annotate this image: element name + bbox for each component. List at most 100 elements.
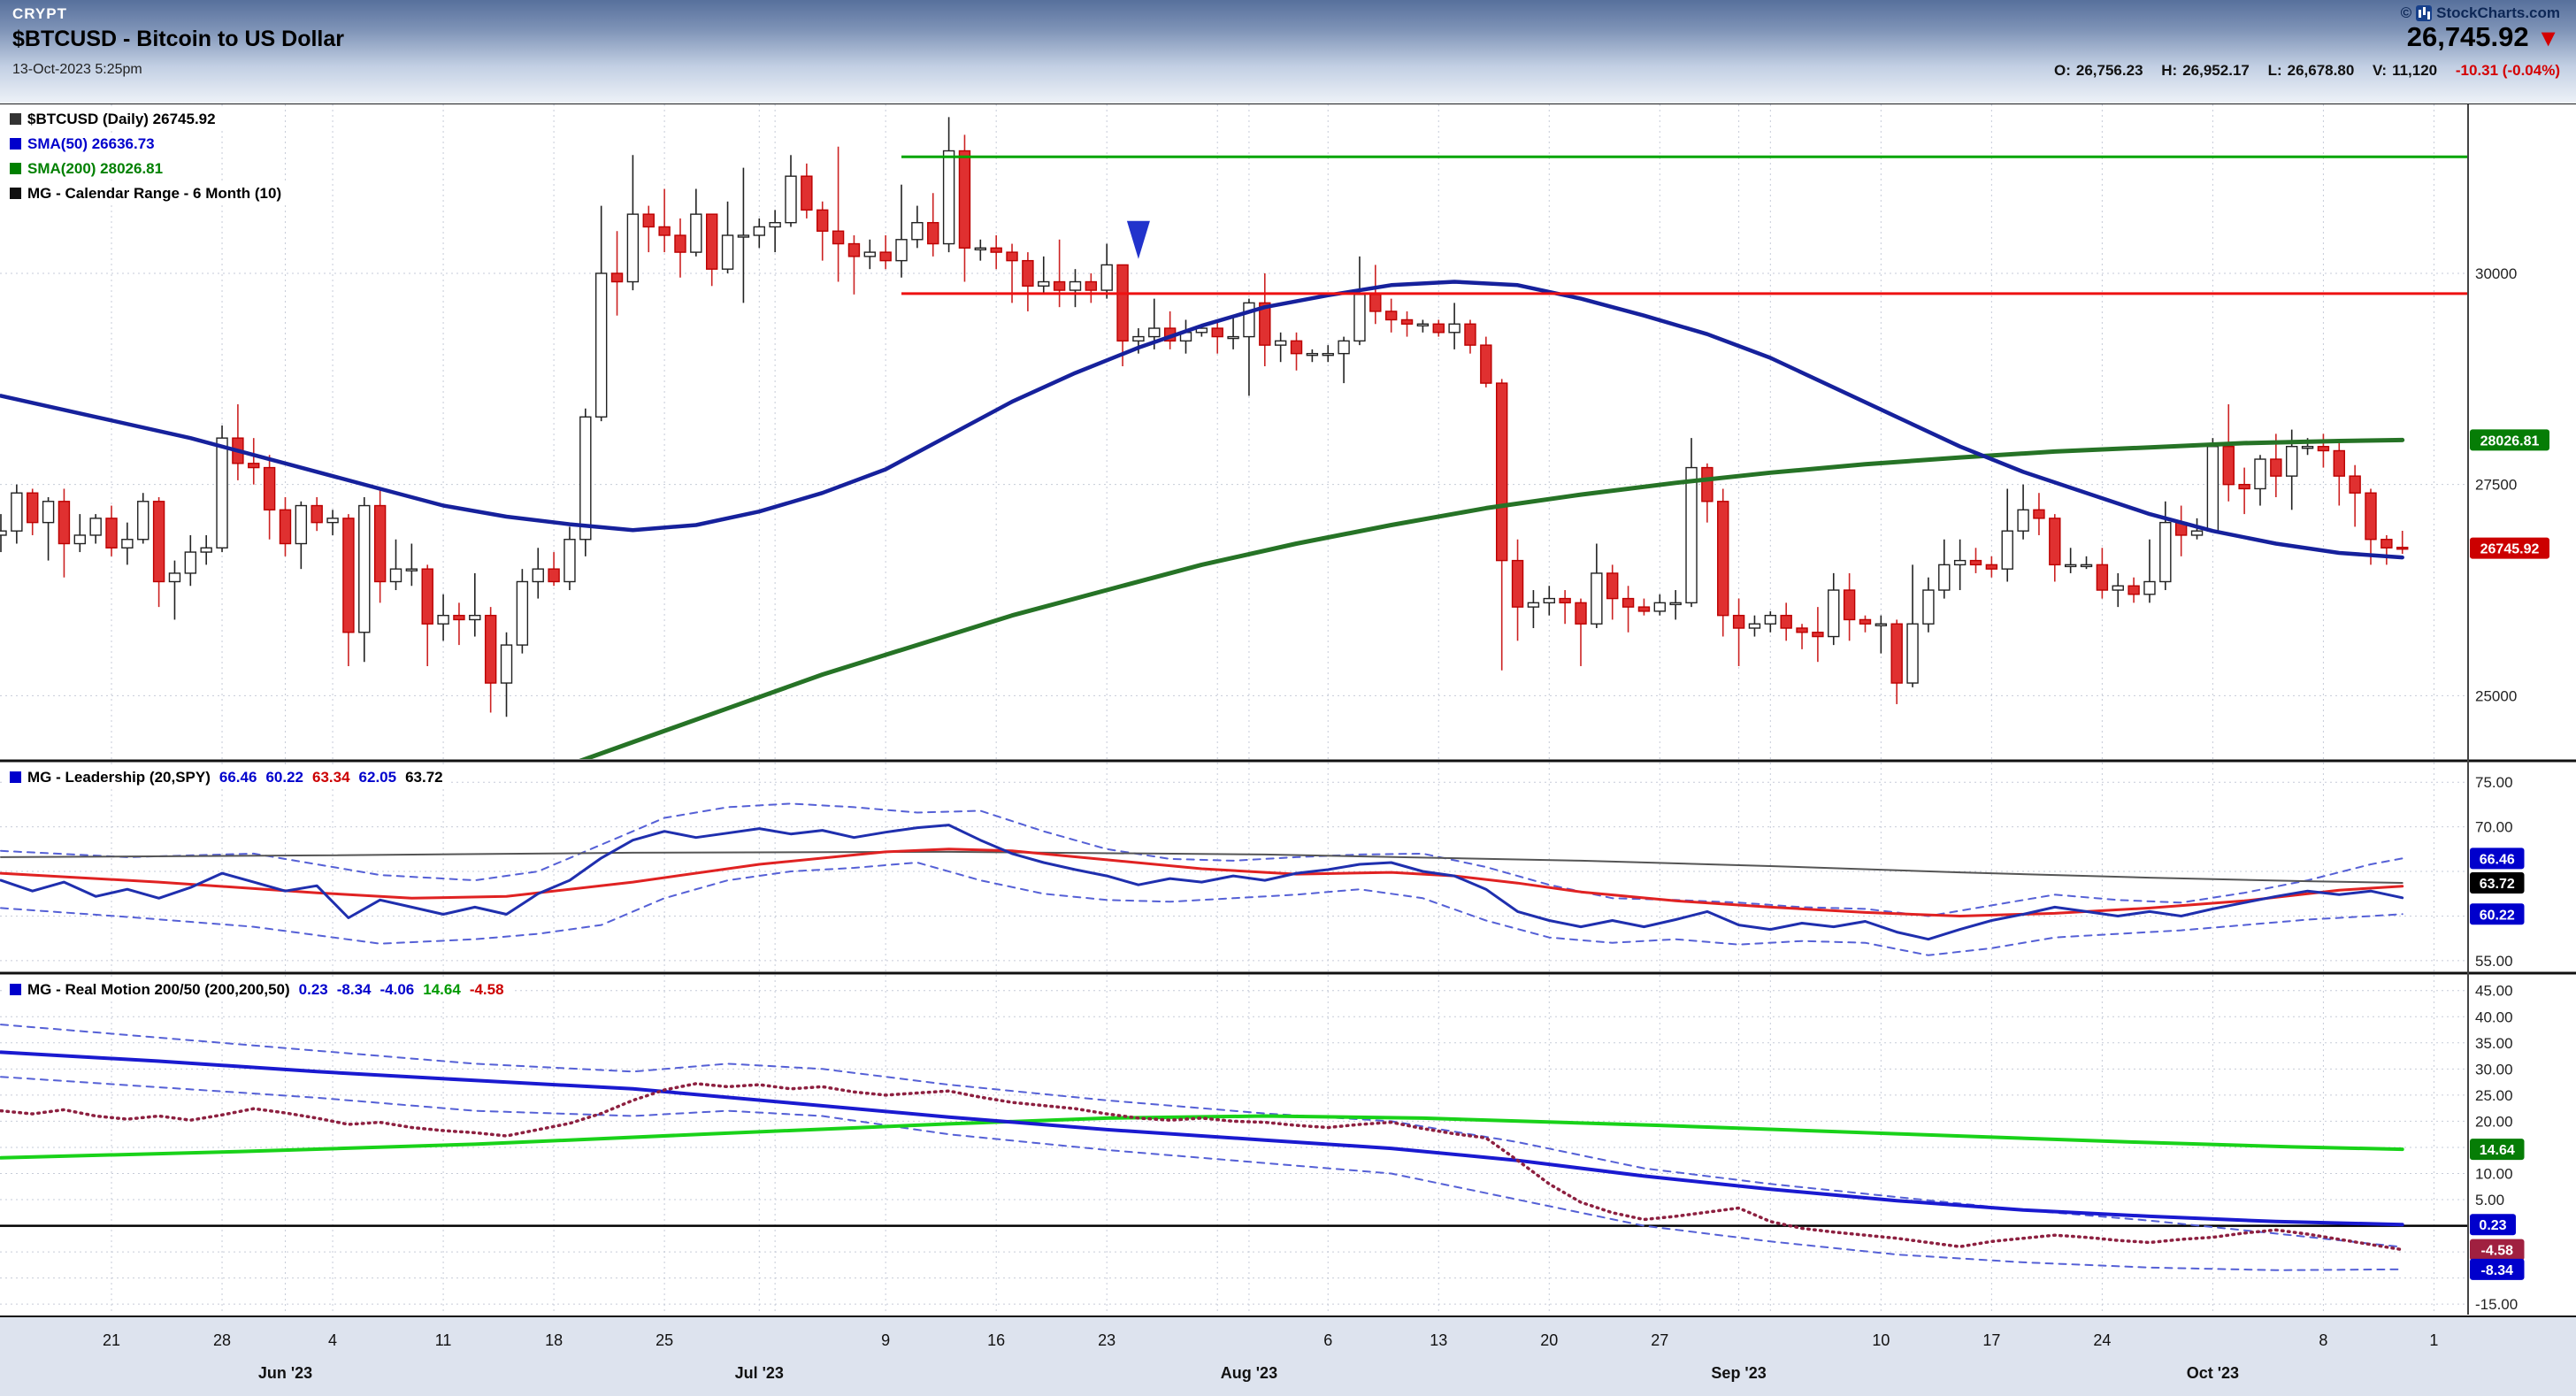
leadership-panel-legend: MG - Leadership (20,SPY) 66.46 60.22 63.34 6… bbox=[5, 766, 450, 791]
y-axis-label: 45.00 bbox=[2475, 983, 2513, 1000]
leadership-upper-band bbox=[0, 802, 2404, 917]
value-badge bbox=[2470, 1239, 2525, 1261]
legend-chip: MG - Leadership (20,SPY) 66.46 60.22 63.34 6… bbox=[5, 766, 450, 788]
x-axis-day-label: 28 bbox=[213, 1331, 231, 1349]
last-price-row: 26,745.92 ▼ bbox=[2407, 21, 2560, 53]
y-axis-label: 30.00 bbox=[2475, 1061, 2513, 1078]
value-badge bbox=[2470, 537, 2549, 559]
legend-chip: SMA(200) 28026.81 bbox=[5, 157, 171, 180]
y-axis-label: -15.00 bbox=[2475, 1296, 2518, 1313]
open-value: 26,756.23 bbox=[2075, 62, 2143, 79]
legend-swatch-icon bbox=[10, 113, 21, 125]
legend-value: 63.72 bbox=[405, 769, 443, 786]
real-motion-layer bbox=[0, 1024, 2404, 1271]
rm-blue-line bbox=[0, 1050, 2404, 1227]
x-axis-day-label: 10 bbox=[1872, 1331, 1890, 1349]
price-panel-legend: $BTCUSD (Daily) 26745.92 SMA(50) 26636.73… bbox=[5, 108, 289, 207]
leadership-main-blue bbox=[0, 824, 2404, 941]
x-axis-month-label: Oct '23 bbox=[2187, 1364, 2239, 1382]
ohlc-row: O: 26,756.23 H: 26,952.17 L: 26,678.80 V: 11… bbox=[2040, 62, 2560, 80]
legend-chip: $BTCUSD (Daily) 26745.92 bbox=[5, 108, 223, 130]
x-axis-day-label: 1 bbox=[2429, 1331, 2438, 1349]
brand-link[interactable]: © StockCharts.com bbox=[2401, 4, 2560, 22]
x-axis-day-label: 24 bbox=[2093, 1331, 2111, 1349]
price-chart-svg: 30000 27500 25000 28026.81 26745.92 75.00 70.0… bbox=[0, 104, 2576, 1396]
page-title: $BTCUSD - Bitcoin to US Dollar bbox=[12, 27, 345, 51]
change-value: -10.31 (-0.04%) bbox=[2455, 62, 2560, 79]
legend-value: 0.23 bbox=[298, 981, 328, 998]
stockcharts-logo-icon bbox=[2416, 5, 2433, 21]
rm-dotted-maroon bbox=[0, 1082, 2404, 1252]
y-axis-label: 27500 bbox=[2475, 477, 2517, 494]
value-badge bbox=[2470, 1139, 2525, 1161]
value-badge-label: -4.58 bbox=[2481, 1244, 2514, 1259]
legend-chip: MG - Calendar Range - 6 Month (10) bbox=[5, 182, 289, 204]
value-badge-label: 14.64 bbox=[2480, 1143, 2515, 1158]
x-axis-month-label: Sep '23 bbox=[1711, 1364, 1766, 1382]
leadership-lower-band bbox=[0, 862, 2404, 956]
y-axis-label: 25.00 bbox=[2475, 1087, 2513, 1104]
y-axis-label: 30000 bbox=[2475, 265, 2517, 282]
x-axis-month-label: Jul '23 bbox=[735, 1364, 784, 1382]
copyright-symbol: © bbox=[2400, 4, 2412, 21]
value-badge bbox=[2470, 1214, 2516, 1236]
x-axis-month-label: Aug '23 bbox=[1221, 1364, 1277, 1382]
value-badge-label: 60.22 bbox=[2480, 908, 2515, 923]
legend-value: 63.34 bbox=[311, 769, 350, 786]
y-axis-label: 35.00 bbox=[2475, 1035, 2513, 1052]
legend-value: 66.46 bbox=[218, 769, 257, 786]
legend-swatch-icon bbox=[10, 984, 21, 995]
legend-value: 60.22 bbox=[265, 769, 303, 786]
candles-layer bbox=[0, 117, 2409, 717]
y-axis-label: 10.00 bbox=[2475, 1165, 2513, 1182]
exchange-label: CRYPT bbox=[12, 5, 67, 22]
open-label: O: bbox=[2054, 62, 2071, 79]
x-axis-month-label: Jun '23 bbox=[258, 1364, 312, 1382]
real-motion-panel-legend: MG - Real Motion 200/50 (200,200,50) 0.23… bbox=[5, 978, 511, 1003]
volume-value: 11,120 bbox=[2392, 62, 2438, 79]
legend-value: -4.06 bbox=[380, 981, 415, 998]
high-label: H: bbox=[2161, 62, 2178, 79]
x-axis-day-label: 23 bbox=[1098, 1331, 1116, 1349]
value-badge bbox=[2470, 429, 2549, 451]
legend-value: -8.34 bbox=[336, 981, 372, 998]
legend-label: SMA(200) 28026.81 bbox=[27, 160, 164, 177]
rm-lower-band bbox=[0, 1076, 2404, 1271]
value-badge bbox=[2470, 848, 2525, 870]
sma50 bbox=[0, 280, 2404, 560]
legend-chip: SMA(50) 26636.73 bbox=[5, 133, 162, 155]
value-badge-label: 26745.92 bbox=[2480, 542, 2540, 557]
x-axis-day-label: 25 bbox=[656, 1331, 673, 1349]
legend-swatch-icon bbox=[10, 163, 21, 174]
x-axis-day-label: 11 bbox=[435, 1331, 452, 1349]
x-axis-background bbox=[0, 1316, 2576, 1396]
x-axis-day-label: 8 bbox=[2319, 1331, 2327, 1349]
last-price-value: 26,745.92 bbox=[2406, 21, 2529, 52]
leadership-layer bbox=[0, 802, 2404, 956]
x-axis-day-label: 4 bbox=[328, 1331, 337, 1349]
low-label: L: bbox=[2267, 62, 2282, 79]
legend-label: MG - Leadership (20,SPY) bbox=[27, 769, 211, 786]
chart-timestamp: 13-Oct-2023 5:25pm bbox=[12, 62, 142, 77]
sma200 bbox=[579, 437, 2405, 759]
volume-label: V: bbox=[2373, 62, 2388, 79]
value-badge bbox=[2470, 871, 2525, 894]
leadership-signal-red bbox=[0, 848, 2404, 917]
legend-swatch-icon bbox=[10, 138, 21, 150]
value-badge bbox=[2470, 1258, 2525, 1280]
value-badge-label: 66.46 bbox=[2480, 852, 2515, 867]
legend-value: 62.05 bbox=[358, 769, 397, 786]
y-axis-label: 5.00 bbox=[2475, 1192, 2504, 1208]
price-overlays-layer bbox=[0, 280, 2405, 759]
chart-header: CRYPT $BTCUSD - Bitcoin to US Dollar 13-… bbox=[0, 0, 2576, 104]
y-axis-label: 75.00 bbox=[2475, 774, 2513, 791]
low-value: 26,678.80 bbox=[2287, 62, 2355, 79]
y-axis-label: 55.00 bbox=[2475, 953, 2513, 970]
x-axis-day-label: 6 bbox=[1323, 1331, 1332, 1349]
value-badge bbox=[2470, 903, 2525, 925]
price-down-arrow-icon: ▼ bbox=[2536, 25, 2560, 51]
legend-label: SMA(50) 26636.73 bbox=[27, 135, 155, 152]
legend-value: 14.64 bbox=[423, 981, 461, 998]
y-axis-label: 40.00 bbox=[2475, 1009, 2513, 1025]
value-badge-label: -8.34 bbox=[2481, 1263, 2514, 1278]
